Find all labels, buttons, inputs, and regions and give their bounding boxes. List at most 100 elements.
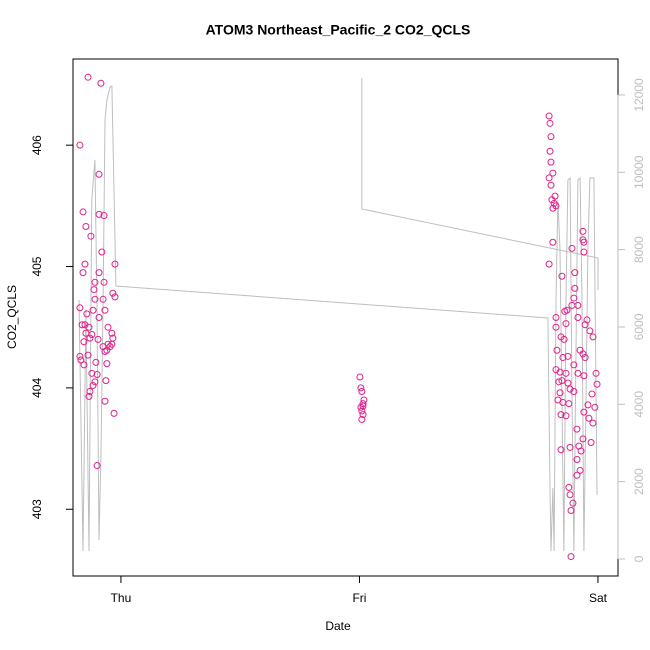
y2-tick-label: 6000 bbox=[632, 313, 646, 340]
point bbox=[358, 407, 366, 415]
point bbox=[592, 369, 600, 377]
point bbox=[557, 446, 565, 454]
point bbox=[545, 260, 553, 268]
point bbox=[565, 483, 573, 491]
point bbox=[547, 133, 555, 141]
point bbox=[585, 414, 593, 422]
y2-tick-label: 8000 bbox=[632, 236, 646, 263]
point bbox=[95, 314, 103, 321]
point bbox=[84, 73, 92, 81]
point bbox=[85, 323, 93, 331]
point bbox=[574, 369, 582, 377]
point bbox=[586, 327, 594, 335]
point bbox=[91, 295, 99, 303]
point bbox=[91, 378, 99, 386]
point bbox=[552, 314, 560, 321]
x-tick-label: Sat bbox=[589, 591, 608, 605]
y-tick-label: 406 bbox=[30, 135, 44, 155]
point bbox=[77, 356, 85, 364]
point bbox=[588, 390, 596, 398]
point bbox=[567, 506, 575, 514]
point bbox=[103, 360, 111, 368]
y-tick-label: 404 bbox=[30, 378, 44, 398]
point bbox=[111, 293, 119, 301]
y2-tick-label: 0 bbox=[632, 555, 646, 562]
y2-tick-label: 2000 bbox=[632, 468, 646, 495]
point bbox=[546, 119, 554, 127]
x-axis-label: Date bbox=[325, 619, 351, 633]
point bbox=[573, 471, 581, 479]
x-tick-label: Thu bbox=[111, 591, 132, 605]
point bbox=[573, 455, 581, 463]
point bbox=[556, 389, 564, 397]
point bbox=[359, 411, 367, 419]
point bbox=[95, 269, 103, 277]
point bbox=[76, 304, 84, 312]
point bbox=[89, 306, 97, 314]
point bbox=[109, 289, 117, 297]
point bbox=[581, 321, 589, 329]
point bbox=[558, 272, 566, 280]
point bbox=[111, 260, 119, 268]
point bbox=[93, 371, 101, 379]
point bbox=[591, 403, 599, 411]
point bbox=[108, 329, 116, 337]
point bbox=[571, 269, 579, 277]
point bbox=[546, 147, 554, 155]
y-axis-label: CO2_QCLS bbox=[5, 285, 19, 349]
point bbox=[85, 392, 93, 400]
point bbox=[78, 321, 86, 329]
y2-tick-label: 12000 bbox=[632, 78, 646, 112]
point bbox=[564, 379, 572, 387]
point bbox=[357, 384, 365, 392]
point bbox=[86, 334, 94, 342]
point bbox=[565, 400, 573, 408]
point bbox=[86, 388, 94, 396]
point bbox=[562, 412, 570, 420]
point bbox=[80, 338, 88, 346]
point bbox=[580, 372, 588, 380]
point bbox=[566, 491, 574, 499]
point bbox=[79, 208, 87, 216]
point bbox=[101, 347, 109, 355]
point bbox=[564, 352, 572, 360]
y2-tick-label: 4000 bbox=[632, 391, 646, 418]
y-tick-label: 405 bbox=[30, 256, 44, 276]
point bbox=[567, 553, 575, 561]
point bbox=[569, 499, 577, 507]
point bbox=[100, 278, 108, 286]
point bbox=[573, 425, 581, 433]
point bbox=[549, 238, 557, 246]
point bbox=[93, 462, 101, 470]
point bbox=[579, 435, 587, 443]
point bbox=[548, 196, 556, 204]
y-tick-label: 403 bbox=[30, 499, 44, 519]
point bbox=[557, 411, 565, 419]
point bbox=[571, 284, 579, 292]
point bbox=[359, 402, 367, 410]
point bbox=[102, 377, 110, 385]
point bbox=[101, 397, 109, 405]
point bbox=[549, 169, 557, 177]
point bbox=[81, 260, 89, 268]
point bbox=[104, 323, 112, 331]
point bbox=[79, 269, 87, 277]
point bbox=[359, 400, 367, 408]
point bbox=[101, 306, 109, 314]
point bbox=[547, 158, 555, 166]
point bbox=[579, 227, 587, 235]
point bbox=[580, 238, 588, 246]
point bbox=[84, 351, 92, 359]
point bbox=[545, 112, 553, 120]
point bbox=[94, 335, 102, 343]
point bbox=[90, 286, 98, 294]
point bbox=[570, 294, 578, 302]
point bbox=[100, 212, 108, 220]
point bbox=[82, 222, 90, 230]
point bbox=[358, 388, 366, 396]
point bbox=[552, 202, 560, 210]
point bbox=[562, 369, 570, 377]
point bbox=[568, 244, 576, 252]
point bbox=[570, 388, 578, 396]
